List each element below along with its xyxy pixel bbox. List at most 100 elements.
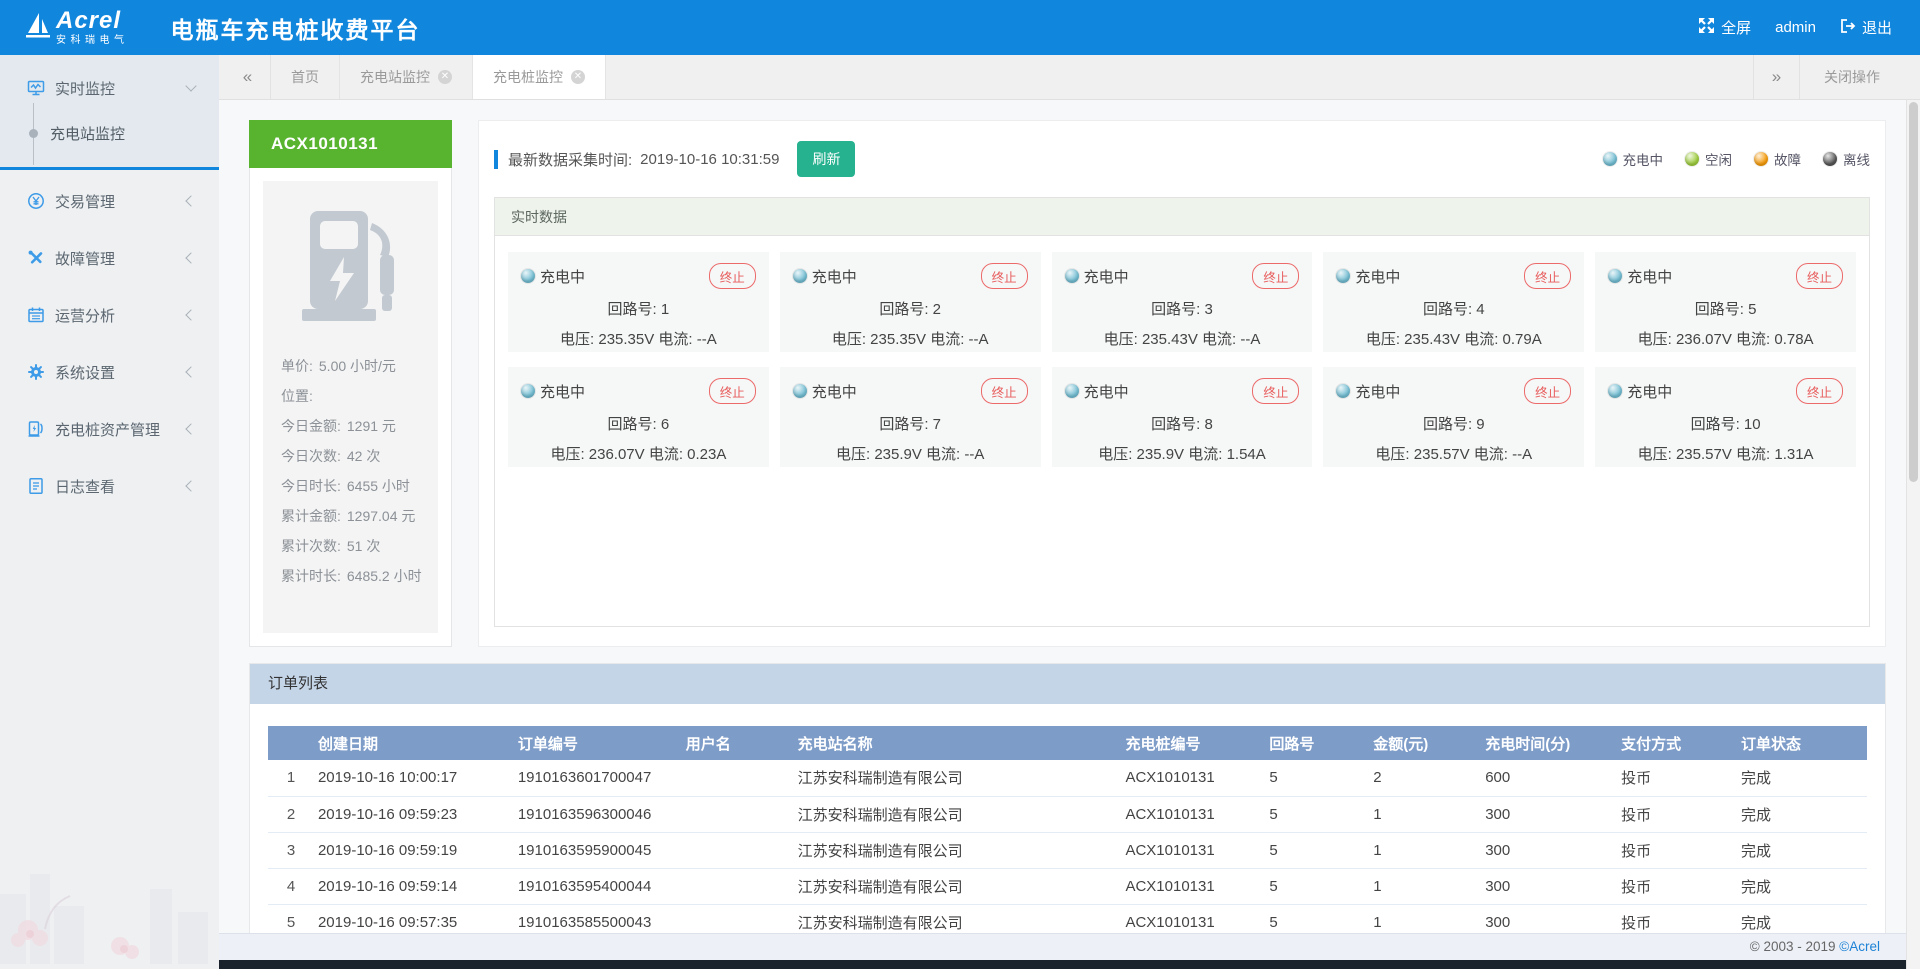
- table-cell: 投币: [1619, 760, 1740, 797]
- terminate-button[interactable]: 终止: [1524, 263, 1572, 289]
- legend-label: 充电中: [1622, 153, 1664, 168]
- sidebar-item-pile-assets[interactable]: 充电桩资产管理: [0, 406, 219, 452]
- realtime-section-title: 实时数据: [495, 198, 1869, 236]
- voltage-current: 电压: 236.07V 电流: 0.78A: [1637, 331, 1814, 348]
- card-status-label: 充电中: [1627, 268, 1673, 286]
- tabbar: « 首页 充电站监控 ✕ 充电桩监控 ✕ » 关闭操作: [219, 55, 1920, 100]
- terminate-button[interactable]: 终止: [708, 378, 756, 404]
- table-cell: 投币: [1619, 868, 1740, 905]
- legend-dot-icon: [1685, 152, 1699, 166]
- circuit-number: 回路号: 4: [1422, 301, 1485, 318]
- table-cell: 300: [1483, 832, 1620, 869]
- table-cell: ACX1010131: [1123, 904, 1268, 933]
- sidebar-item-label: 系统设置: [55, 364, 116, 382]
- fullscreen-icon: [1698, 17, 1715, 38]
- tab-pile-monitor[interactable]: 充电桩监控 ✕: [473, 55, 606, 99]
- tab-home[interactable]: 首页: [271, 55, 340, 99]
- legend-item: 充电中: [1602, 149, 1664, 169]
- circuit-number: 回路号: 2: [879, 301, 942, 318]
- terminate-button[interactable]: 终止: [1795, 378, 1843, 404]
- transaction-icon: [27, 192, 45, 210]
- charging-card: 充电中 终止 回路号: 9 电压: 235.57V 电流: --A: [1323, 367, 1585, 467]
- charging-status-dot: [521, 269, 535, 283]
- acrel-logo: Acrel 安科瑞电气: [24, 9, 129, 46]
- legend-dot-icon: [1823, 152, 1837, 166]
- close-icon[interactable]: ✕: [438, 70, 452, 84]
- terminate-button[interactable]: 终止: [1252, 378, 1300, 404]
- sidebar-item-logs[interactable]: 日志查看: [0, 463, 219, 509]
- collect-time-label: 最新数据采集时间:: [508, 151, 633, 169]
- sidebar-item-station-monitor[interactable]: 充电站监控: [0, 103, 219, 165]
- username[interactable]: admin: [1775, 19, 1816, 36]
- tabs-scroll-left-button[interactable]: «: [225, 55, 271, 99]
- brand-link[interactable]: ©Acrel: [1839, 939, 1880, 954]
- terminate-button[interactable]: 终止: [1524, 378, 1572, 404]
- charging-card: 充电中 终止 回路号: 5 电压: 236.07V 电流: 0.78A: [1595, 252, 1856, 352]
- voltage-current: 电压: 235.35V 电流: --A: [560, 331, 717, 348]
- legend-item: 空闲: [1685, 149, 1732, 169]
- pile-stats-list: 单价: 5.00 小时/元 位置: 今日金额: 1291 元今日次数: 42 次今日时长:…: [263, 351, 438, 591]
- voltage-current: 电压: 235.35V 电流: --A: [831, 331, 989, 348]
- terminate-button[interactable]: 终止: [1795, 263, 1843, 289]
- legend-label: 离线: [1843, 153, 1870, 168]
- stat-label: 今日次数:: [281, 448, 341, 464]
- fullscreen-button[interactable]: 全屏: [1698, 17, 1751, 38]
- chevron-down-icon: [185, 80, 197, 92]
- stat-value: 1291 元: [346, 418, 396, 434]
- scrollbar[interactable]: [1906, 100, 1920, 969]
- page-content: ACX1010131: [219, 100, 1920, 933]
- table-cell: [683, 796, 796, 833]
- card-status-label: 充电中: [811, 268, 857, 286]
- sidebar-item-realtime-monitor[interactable]: 实时监控: [0, 65, 219, 111]
- stat-label: 今日时长:: [281, 478, 341, 494]
- circuit-number: 回路号: 8: [1151, 416, 1213, 433]
- tab-station-monitor[interactable]: 充电站监控 ✕: [340, 55, 473, 99]
- table-cell: 完成: [1739, 832, 1867, 869]
- voltage-current: 电压: 235.9V 电流: --A: [836, 446, 985, 463]
- page-title: 电瓶车充电桩收费平台: [170, 16, 421, 43]
- table-cell: 完成: [1739, 904, 1867, 933]
- voltage-current: 电压: 235.57V 电流: --A: [1375, 446, 1533, 463]
- charging-card: 充电中 终止 回路号: 7 电压: 235.9V 电流: --A: [779, 367, 1041, 467]
- table-cell: 江苏安科瑞制造有限公司: [795, 832, 1124, 869]
- table-row[interactable]: 2 2019-10-16 09:59:23 1910163596300046 江苏安科…: [268, 796, 1867, 833]
- column-header: 创建日期: [315, 726, 516, 760]
- terminate-button[interactable]: 终止: [708, 263, 756, 289]
- terminate-button[interactable]: 终止: [980, 263, 1028, 289]
- logout-label: 退出: [1861, 20, 1892, 37]
- logo-sail-icon: [24, 11, 50, 44]
- charging-card: 充电中 终止 回路号: 4 电压: 235.43V 电流: 0.79A: [1323, 252, 1585, 352]
- voltage-current: 电压: 236.07V 电流: 0.23A: [550, 446, 727, 463]
- tabs-scroll-right-button[interactable]: »: [1753, 55, 1799, 99]
- legend-label: 空闲: [1705, 153, 1732, 168]
- voltage-current: 电压: 235.57V 电流: 1.31A: [1637, 446, 1814, 463]
- table-row[interactable]: 3 2019-10-16 09:59:19 1910163595900045 江苏安科…: [268, 832, 1867, 869]
- sidebar-item-faults[interactable]: 故障管理: [0, 235, 219, 281]
- pile-stat-row: 累计时长: 6485.2 小时: [281, 561, 422, 591]
- tab-label: 充电桩监控: [493, 69, 563, 85]
- logout-button[interactable]: 退出: [1840, 17, 1892, 38]
- sidebar-item-analysis[interactable]: 运营分析: [0, 292, 219, 338]
- refresh-button[interactable]: 刷新: [797, 141, 856, 177]
- table-cell: 1: [1371, 796, 1484, 833]
- orders-section-title: 订单列表: [250, 664, 1885, 704]
- sidebar-item-transactions[interactable]: 交易管理: [0, 178, 219, 224]
- pile-stat-row: 累计次数: 51 次: [281, 531, 420, 561]
- close-icon[interactable]: ✕: [571, 70, 585, 84]
- table-row[interactable]: 5 2019-10-16 09:57:35 1910163585500043 江苏安科…: [268, 904, 1867, 933]
- pile-stat-row: 单价: 5.00 小时/元: [281, 351, 420, 381]
- terminate-button[interactable]: 终止: [980, 378, 1028, 404]
- table-row[interactable]: 1 2019-10-16 10:00:17 1910163601700047 江苏安科…: [268, 760, 1867, 797]
- orders-table-body: 1 2019-10-16 10:00:17 1910163601700047 江苏安科…: [268, 760, 1867, 933]
- terminate-button[interactable]: 终止: [1252, 263, 1300, 289]
- close-operations-button[interactable]: 关闭操作: [1799, 55, 1904, 99]
- table-row[interactable]: 4 2019-10-16 09:59:14 1910163595400044 江苏安科…: [268, 868, 1867, 905]
- table-cell: 1: [1371, 832, 1484, 869]
- column-header: 充电时间(分): [1483, 726, 1620, 760]
- chevron-left-icon: [185, 309, 197, 321]
- sidebar-item-settings[interactable]: 系统设置: [0, 349, 219, 395]
- legend-item: 离线: [1823, 149, 1870, 169]
- rt-card-grid: 充电中 终止 回路号: 1 电压: 235.35V 电流: --A 充电中 终止 回路号: …: [495, 236, 1869, 483]
- scrollbar-thumb[interactable]: [1909, 102, 1918, 482]
- sidebar: 实时监控 充电站监控 交易管理: [0, 55, 219, 969]
